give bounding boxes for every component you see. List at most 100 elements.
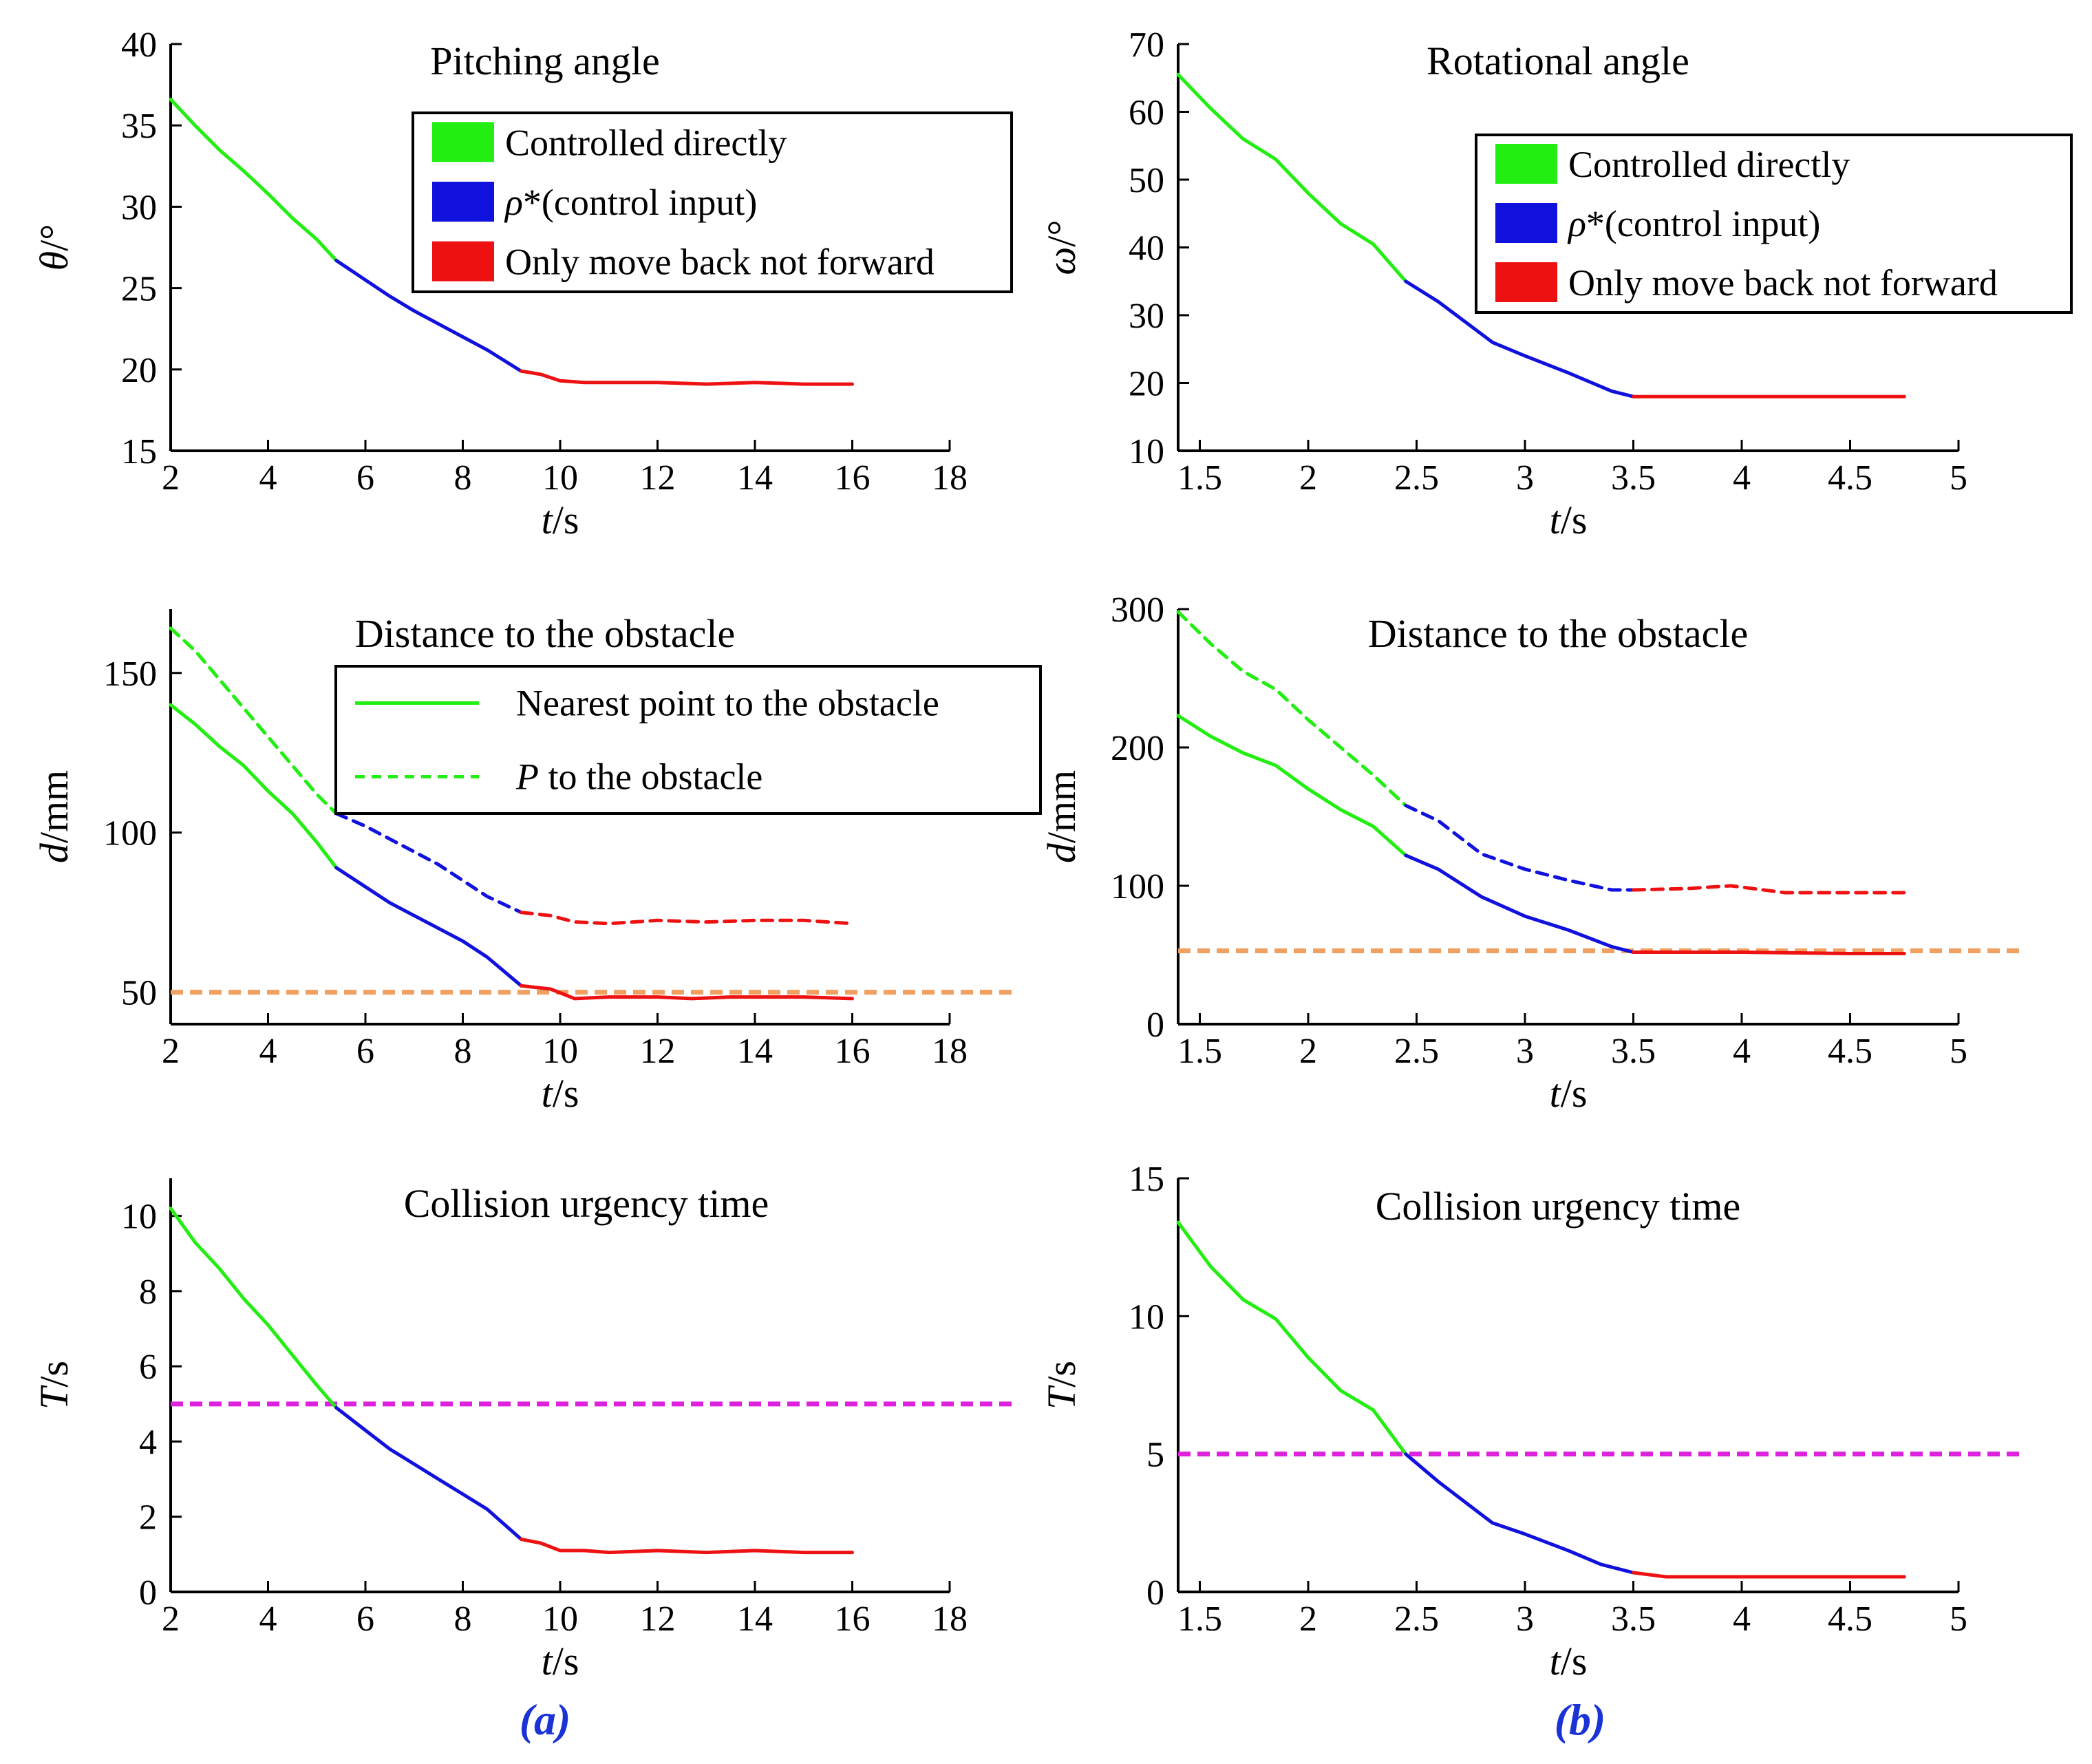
x-tick-label: 2.5 [1394, 458, 1439, 498]
series-line [1404, 803, 1635, 892]
series-line [1404, 853, 1635, 954]
series-line [519, 1538, 854, 1555]
y-tick-label: 10 [1129, 1297, 1164, 1337]
x-axis-label: t/s [1550, 1071, 1588, 1116]
y-axis-label: T/s [1039, 1361, 1084, 1410]
x-axis-label: t/s [1550, 498, 1588, 542]
series-line [169, 626, 339, 816]
y-tick-label: 100 [103, 814, 157, 853]
legend-label: ρ*(control input) [504, 182, 757, 223]
chart-title: Distance to the obstacle [1368, 611, 1748, 656]
series-line [169, 97, 339, 262]
y-tick-label: 20 [1129, 365, 1164, 404]
x-tick-label: 14 [737, 1600, 773, 1639]
x-tick-label: 10 [542, 1032, 578, 1071]
x-tick-label: 8 [454, 458, 472, 498]
series-line [334, 811, 523, 915]
y-tick-label: 15 [121, 432, 157, 471]
x-tick-label: 18 [932, 458, 968, 498]
x-tick-label: 4.5 [1828, 1600, 1872, 1639]
y-tick-label: 40 [1129, 229, 1164, 268]
x-tick-label: 14 [737, 1032, 773, 1071]
x-tick-label: 2 [162, 1600, 180, 1639]
y-axis-label: T/s [32, 1361, 76, 1410]
series-line [1176, 1220, 1408, 1456]
y-tick-label: 150 [103, 655, 157, 694]
legend-box [1475, 134, 2073, 314]
series-line [334, 258, 523, 373]
series-line [519, 984, 854, 1001]
legend-label: Controlled directly [505, 122, 787, 163]
y-tick-label: 60 [1129, 94, 1164, 133]
series-line [1176, 610, 1408, 807]
series-line [1176, 72, 1408, 284]
x-tick-label: 3 [1516, 458, 1534, 498]
series-line [169, 1207, 339, 1410]
x-tick-label: 12 [640, 1600, 676, 1639]
y-tick-label: 100 [1111, 867, 1164, 906]
x-tick-label: 1.5 [1177, 1600, 1222, 1639]
y-tick-label: 35 [121, 107, 157, 146]
y-tick-label: 30 [1129, 297, 1164, 336]
y-axis-label: d/mm [1039, 770, 1084, 863]
y-tick-label: 10 [121, 1198, 157, 1237]
x-tick-label: 12 [640, 458, 676, 498]
series-line [169, 703, 339, 870]
series-line [1404, 1452, 1635, 1575]
x-tick-label: 3 [1516, 1032, 1534, 1071]
y-tick-label: 0 [139, 1573, 157, 1613]
x-axis-label: t/s [542, 498, 579, 542]
x-axis-label: t/s [542, 1639, 579, 1683]
y-axis-label: d/mm [32, 770, 76, 863]
series-line [1176, 714, 1408, 858]
y-tick-label: 200 [1111, 729, 1164, 768]
series-line [334, 1405, 523, 1541]
legend-label: Only move back not forward [505, 242, 935, 283]
chart-title: Collision urgency time [1376, 1184, 1741, 1229]
legend-swatch [432, 241, 494, 281]
y-axis-label: θ/° [32, 224, 76, 271]
y-tick-label: 50 [121, 974, 157, 1013]
legend-swatch [1495, 203, 1557, 243]
chart-b3: 1.5 2 2.5 3 3.5 4 4.5 5 0 5 10 15 Collision urgency … [1039, 1160, 2020, 1683]
legend-label: ρ*(control input) [1567, 203, 1820, 244]
x-tick-label: 5 [1950, 1032, 1967, 1071]
x-tick-label: 6 [356, 1032, 374, 1071]
x-axis-label: t/s [1550, 1639, 1588, 1683]
y-tick-label: 50 [1129, 161, 1164, 200]
x-tick-label: 16 [835, 1032, 871, 1071]
x-tick-label: 10 [542, 458, 578, 498]
x-tick-label: 4 [259, 1600, 277, 1639]
x-tick-label: 5 [1950, 458, 1967, 498]
x-tick-label: 2 [1299, 1600, 1317, 1639]
x-tick-label: 3 [1516, 1600, 1534, 1639]
chart-a1: 2 4 6 8 10 12 14 16 18 15 20 25 30 35 40 Pitching angle… [32, 25, 1013, 542]
chart-title: Rotational angle [1427, 39, 1689, 83]
series-line [519, 911, 854, 926]
y-tick-label: 40 [121, 25, 157, 65]
legend-swatch [1495, 262, 1557, 302]
series-line [1632, 950, 1906, 955]
y-tick-label: 15 [1129, 1160, 1164, 1199]
chart-a2: 2 4 6 8 10 12 14 16 18 50 100 150 Distance to the ob… [32, 609, 1042, 1116]
y-axis-label: ω/° [1039, 220, 1084, 275]
x-tick-label: 18 [932, 1032, 968, 1071]
panel-label: (b) [1555, 1695, 1606, 1744]
y-tick-label: 8 [139, 1273, 157, 1312]
series-line [1632, 884, 1906, 895]
x-tick-label: 4 [1733, 458, 1751, 498]
x-tick-label: 6 [356, 458, 374, 498]
x-tick-label: 4 [259, 1032, 277, 1071]
y-tick-label: 2 [139, 1498, 157, 1538]
x-tick-label: 8 [454, 1600, 472, 1639]
series-line [1404, 279, 1635, 399]
x-tick-label: 4 [1733, 1032, 1751, 1071]
y-tick-label: 20 [121, 351, 157, 390]
x-axis-label: t/s [542, 1071, 579, 1116]
x-tick-label: 2 [162, 458, 180, 498]
x-tick-label: 5 [1950, 1600, 1967, 1639]
legend-label: Nearest point to the obstacle [516, 683, 939, 724]
y-tick-label: 300 [1111, 591, 1164, 630]
x-tick-label: 1.5 [1177, 1032, 1222, 1071]
